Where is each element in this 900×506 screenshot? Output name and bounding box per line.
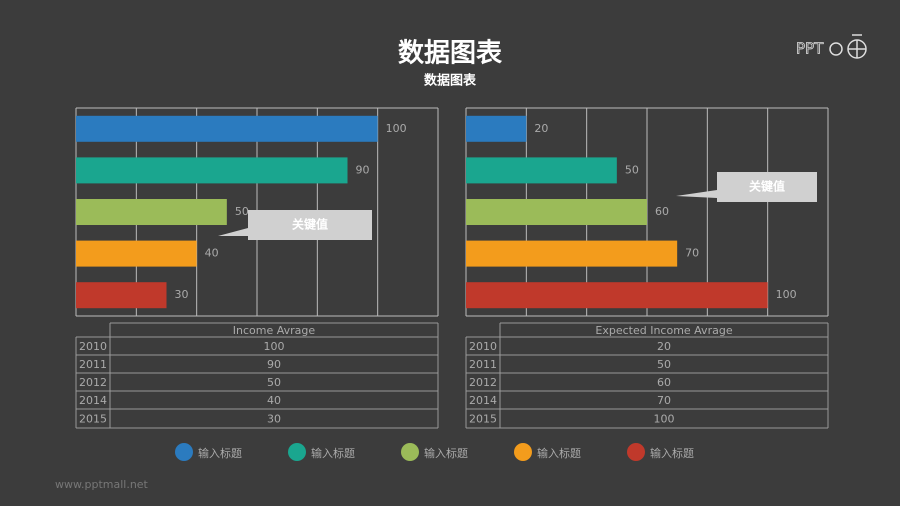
table-year: 2010 [469, 340, 497, 353]
callout-text: 关键值 [292, 217, 328, 232]
table-year: 2010 [79, 340, 107, 353]
table-year: 2012 [469, 376, 497, 389]
bar [76, 199, 227, 225]
table-year: 2012 [79, 376, 107, 389]
bar [76, 240, 197, 267]
table-value: 40 [267, 394, 281, 407]
value-label: 60 [655, 205, 669, 218]
table-year: 2014 [469, 394, 497, 407]
callout [248, 210, 372, 240]
bar [76, 115, 378, 142]
value-label: 30 [175, 288, 189, 301]
bar [466, 282, 768, 309]
watermark: www.pptmall.net [55, 478, 149, 491]
bar [466, 240, 678, 267]
table-value: 100 [654, 413, 675, 426]
callout-pointer [218, 228, 248, 236]
table-value: 30 [267, 413, 281, 426]
legend-label: 输入标题 [198, 446, 242, 460]
logo-icon [829, 34, 867, 59]
table-value: 50 [657, 358, 671, 371]
logo: PPT [796, 40, 824, 58]
legend-swatch [401, 443, 419, 461]
table-year: 2014 [79, 394, 107, 407]
value-label: 40 [205, 247, 219, 260]
legend-label: 输入标题 [650, 446, 694, 460]
table-header: Income Avrage [233, 324, 316, 337]
value-label: 50 [235, 205, 249, 218]
table-year: 2015 [469, 413, 497, 426]
table-value: 20 [657, 340, 671, 353]
value-label: 20 [534, 122, 548, 135]
table-year: 2011 [79, 358, 107, 371]
subtitle: 数据图表 [424, 73, 477, 89]
legend-label: 输入标题 [537, 446, 581, 460]
value-label: 100 [386, 122, 407, 135]
legend-swatch [288, 443, 306, 461]
bar [466, 157, 617, 184]
title: 数据图表 [398, 39, 503, 69]
value-label: 90 [356, 163, 370, 176]
legend-label: 输入标题 [311, 446, 355, 460]
table-value: 60 [657, 376, 671, 389]
legend-swatch [627, 443, 645, 461]
value-label: 50 [625, 163, 639, 176]
bar [466, 199, 647, 225]
callout [717, 172, 817, 202]
legend-label: 输入标题 [424, 446, 468, 460]
bar [76, 157, 348, 184]
legend-swatch [175, 443, 193, 461]
table-value: 70 [657, 394, 671, 407]
callout-pointer [676, 190, 717, 198]
table-header: Expected Income Avrage [595, 324, 732, 337]
legend-swatch [514, 443, 532, 461]
callout-text: 关键值 [749, 179, 785, 194]
table-year: 2011 [469, 358, 497, 371]
bar [76, 282, 167, 309]
table-value: 100 [264, 340, 285, 353]
table-value: 90 [267, 358, 281, 371]
value-label: 100 [776, 288, 797, 301]
bar [466, 115, 527, 142]
table-value: 50 [267, 376, 281, 389]
value-label: 70 [685, 247, 699, 260]
table-year: 2015 [79, 413, 107, 426]
